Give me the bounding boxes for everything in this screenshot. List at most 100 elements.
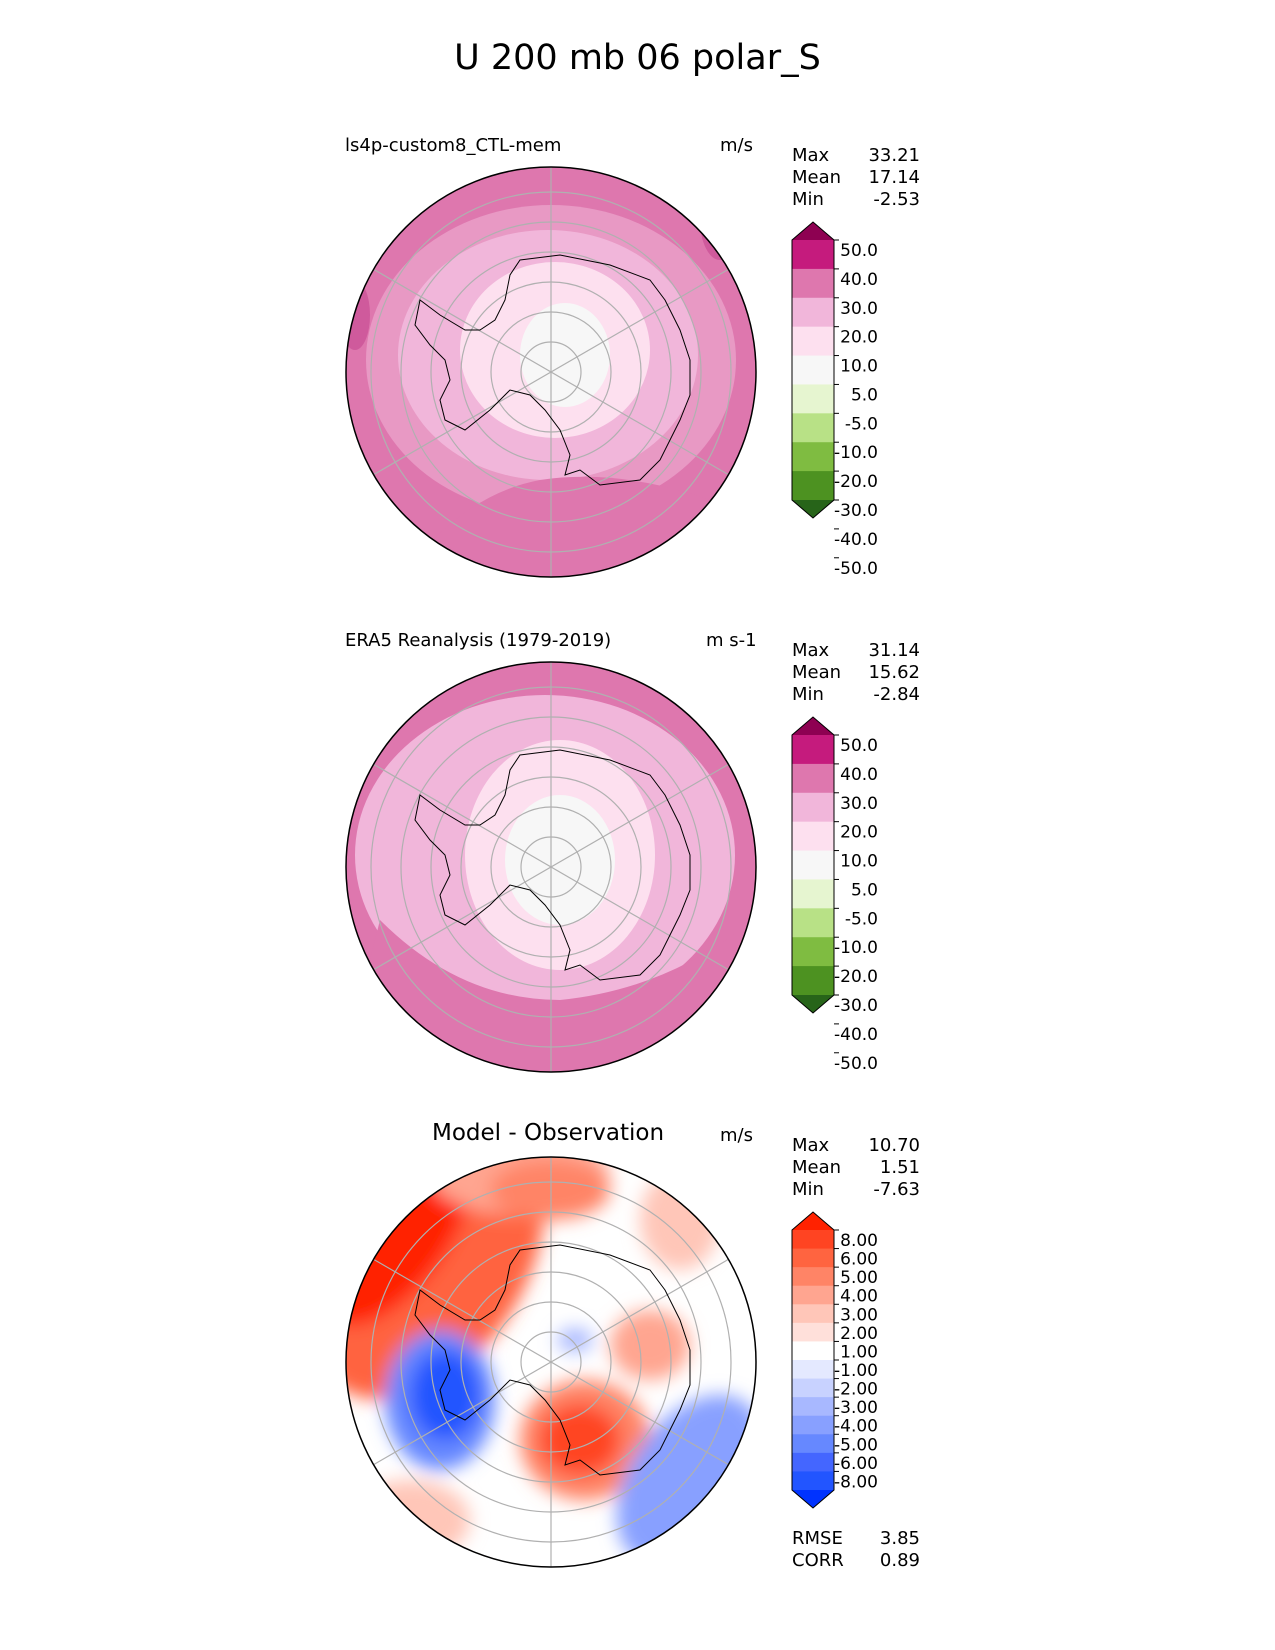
panel-3-metric-corr: CORR 0.89 — [792, 1550, 920, 1571]
field-band — [700, 180, 740, 260]
field-band — [520, 303, 610, 407]
colorbar-band — [792, 442, 834, 472]
colorbar-band — [792, 297, 834, 328]
stat-value: 33.21 — [868, 145, 920, 166]
anomaly-positive — [640, 1170, 720, 1270]
stat-label: Mean — [792, 662, 842, 683]
panel-3-colorbar: 8.006.005.004.003.002.001.00-1.00-2.00-3… — [791, 1211, 878, 1509]
panel-2-graticule — [370, 662, 732, 1072]
panel-2-stat-mean: Mean 15.62 — [792, 662, 920, 683]
panel-2-boundary — [345, 661, 757, 1073]
metric-value: 3.85 — [879, 1528, 920, 1549]
panel-1-units: m/s — [720, 135, 753, 156]
colorbar-tick-label: -2.00 — [834, 1380, 878, 1400]
stat-label: Mean — [792, 167, 842, 188]
colorbar-tick-label: -10.0 — [834, 443, 878, 463]
colorbar-tick-label: -40.0 — [834, 530, 878, 550]
colorbar-extend-min — [792, 1490, 834, 1508]
colorbar-tick-label: -5.0 — [845, 414, 878, 434]
colorbar-tick-label: 30.0 — [840, 794, 878, 814]
colorbar-tick-label: -40.0 — [834, 1025, 878, 1045]
colorbar-tick-label: -4.00 — [834, 1417, 878, 1437]
panel-2-stat-max: Max 31.14 — [792, 640, 920, 661]
metric-label: CORR — [792, 1550, 844, 1571]
colorbar-band — [792, 821, 834, 852]
panel-3-stat-max: Max 10.70 — [792, 1135, 920, 1156]
colorbar-tick-label: 10.0 — [840, 852, 878, 872]
colorbar-band — [792, 326, 834, 357]
colorbar-tick-label: -5.0 — [845, 909, 878, 929]
colorbar-band — [792, 471, 834, 501]
colorbar-tick-label: 6.00 — [840, 1250, 878, 1270]
colorbar-tick-label: 5.0 — [851, 385, 878, 405]
colorbar-outline — [791, 1211, 835, 1509]
colorbar-tick-label: 20.0 — [840, 823, 878, 843]
stat-value: 31.14 — [868, 640, 920, 661]
colorbar-tick-label: 10.0 — [840, 357, 878, 377]
panel-1-coastline — [414, 254, 691, 486]
colorbar-band — [792, 763, 834, 794]
colorbar-band — [792, 1434, 834, 1454]
colorbar-band — [792, 1267, 834, 1287]
colorbar-tick-label: -5.00 — [834, 1435, 878, 1455]
colorbar-band — [792, 1415, 834, 1435]
colorbar-tick-label: 5.0 — [851, 880, 878, 900]
colorbar-band — [792, 240, 834, 270]
colorbar-band — [792, 1471, 834, 1491]
colorbar-band — [792, 1322, 834, 1342]
colorbar-tick-label: -6.00 — [834, 1454, 878, 1474]
colorbar-tick-label: -10.0 — [834, 938, 878, 958]
colorbar-band — [792, 268, 834, 299]
colorbar-band — [792, 1248, 834, 1268]
colorbar-tick-label: 2.00 — [840, 1324, 878, 1344]
colorbar-tick-label: -20.0 — [834, 967, 878, 987]
colorbar-extend-max — [792, 717, 834, 735]
colorbar-band — [792, 384, 834, 414]
colorbar-band — [792, 937, 834, 967]
colorbar-tick-label: -50.0 — [834, 559, 878, 579]
colorbar-tick-label: 30.0 — [840, 299, 878, 319]
colorbar-band — [792, 792, 834, 823]
panel-3-coastline — [414, 1244, 691, 1476]
anomaly-negative — [557, 1328, 593, 1352]
anomaly-negative — [410, 1350, 480, 1440]
colorbar-tick-label: -3.00 — [834, 1398, 878, 1418]
colorbar-extend-min — [792, 995, 834, 1013]
figure-title: U 200 mb 06 polar_S — [454, 38, 821, 78]
colorbar-tick-label: -50.0 — [834, 1054, 878, 1074]
panel-1-stat-max: Max 33.21 — [792, 145, 920, 166]
colorbar-tick-label: -1.00 — [834, 1361, 878, 1381]
colorbar-band — [792, 908, 834, 938]
colorbar-extend-max — [792, 1212, 834, 1230]
anomaly-positive — [350, 1480, 470, 1560]
stat-label: Max — [792, 145, 830, 166]
colorbar-tick-label: -30.0 — [834, 501, 878, 521]
colorbar-band — [792, 1360, 834, 1380]
colorbar-band — [792, 879, 834, 909]
panel-2-coastline — [414, 749, 691, 981]
panel-1-boundary — [345, 166, 757, 578]
stat-value: 15.62 — [868, 662, 920, 683]
colorbar-tick-label: 40.0 — [840, 270, 878, 290]
stat-label: Mean — [792, 1157, 842, 1178]
panel-1-map — [345, 166, 757, 578]
panel-1-colorbar: 50.0 40.0 30.0 20.0 10.0 5.0 -5.0 -10.0 -20.0 -30… — [791, 221, 878, 579]
stat-value: -2.84 — [873, 684, 920, 705]
metric-label: RMSE — [792, 1528, 843, 1549]
anomaly-positive — [540, 1405, 620, 1475]
stat-label: Min — [792, 1179, 824, 1200]
colorbar-tick-label: -30.0 — [834, 996, 878, 1016]
field-band — [346, 920, 756, 1072]
colorbar-tick-label: 50.0 — [840, 736, 878, 756]
colorbar-tick-label: 8.00 — [840, 1231, 878, 1251]
colorbar-tick-label: 40.0 — [840, 765, 878, 785]
colorbar-band — [792, 966, 834, 996]
colorbar-tick-label: 1.00 — [840, 1342, 878, 1362]
anomaly-positive — [610, 1310, 690, 1380]
colorbar-tick-label: 20.0 — [840, 328, 878, 348]
stat-label: Max — [792, 640, 830, 661]
colorbar-band — [792, 1397, 834, 1417]
colorbar-band — [792, 1304, 834, 1324]
stat-label: Min — [792, 684, 824, 705]
